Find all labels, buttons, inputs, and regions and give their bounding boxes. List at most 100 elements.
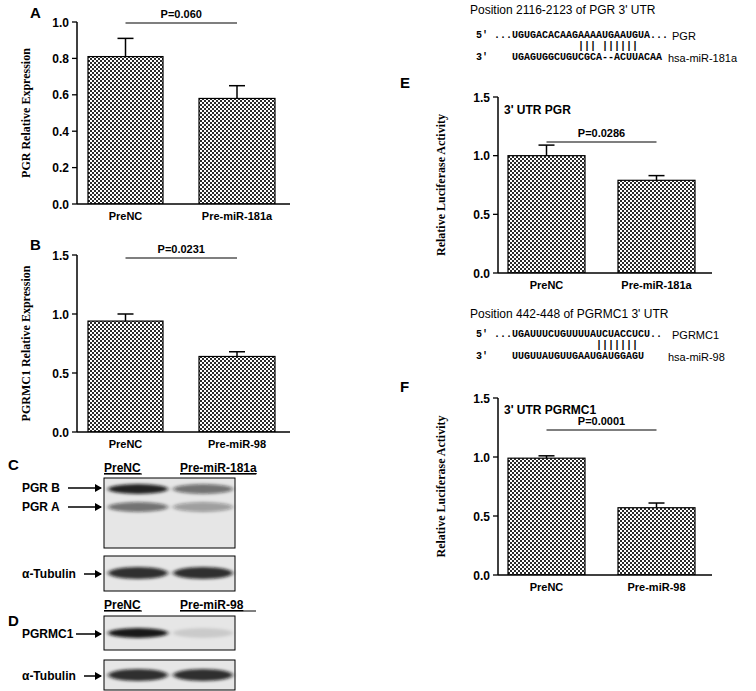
y-tick-label: 1.0 bbox=[473, 149, 490, 163]
arrow-head bbox=[95, 630, 102, 638]
sequence-mirna: 3' UGAGUGGCUGUCGCA--ACUUACAA bbox=[476, 52, 662, 63]
x-axis bbox=[77, 203, 290, 205]
x-axis bbox=[498, 574, 712, 576]
error-bar bbox=[118, 314, 134, 321]
blot-box bbox=[104, 556, 235, 591]
error-stem bbox=[125, 38, 127, 56]
bar bbox=[88, 57, 163, 204]
bars bbox=[88, 38, 275, 204]
error-stem bbox=[236, 86, 238, 99]
band bbox=[173, 484, 233, 494]
loading-label: α-Tubulin bbox=[22, 669, 76, 683]
error-bar bbox=[118, 38, 134, 56]
y-tick-label: 1.5 bbox=[52, 249, 69, 263]
lane-label: Pre-miR-181a bbox=[180, 461, 257, 475]
error-bar bbox=[229, 352, 245, 357]
bar bbox=[508, 458, 585, 575]
band-label: PGR B bbox=[22, 481, 60, 495]
y-tick-label: 0.0 bbox=[473, 569, 490, 583]
error-bar bbox=[539, 456, 555, 458]
bar-chart: B PGRMC1 Relative Expression 0.0 0.5 1.0 1.5 P… bbox=[19, 236, 290, 450]
loading-label: α-Tubulin bbox=[22, 567, 76, 581]
bars bbox=[508, 145, 695, 273]
y-axis-label: Relative Luciferase Activity bbox=[434, 416, 448, 558]
band-label: PGRMC1 bbox=[22, 627, 74, 641]
y-axis bbox=[497, 398, 499, 575]
bar bbox=[199, 98, 275, 204]
error-cap bbox=[649, 502, 665, 504]
sequence-target: 5' ...UGAUUUCUGUUUUAUCUACCUCU.. bbox=[476, 329, 662, 340]
lane-label: PreNC bbox=[104, 461, 141, 475]
significance-line bbox=[126, 22, 238, 23]
arrow-head bbox=[95, 570, 102, 578]
y-axis-label: PGRMC1 Relative Expression bbox=[19, 265, 33, 421]
y-tick-label: 0.5 bbox=[473, 510, 490, 524]
sequence-pairs: ||| |||||| bbox=[476, 41, 638, 52]
mirna-name: hsa-miR-98 bbox=[668, 351, 725, 363]
y-tick-label: 0.0 bbox=[52, 426, 69, 440]
y-tick-label: 1.0 bbox=[473, 451, 490, 465]
error-stem bbox=[546, 145, 548, 156]
p-value: P=0.0231 bbox=[158, 243, 205, 255]
panel-label: B bbox=[30, 236, 41, 253]
y-tick-label: 0.5 bbox=[52, 367, 69, 381]
lane-underline bbox=[104, 611, 142, 612]
lane-label: PreNC bbox=[104, 598, 141, 612]
band bbox=[108, 484, 168, 494]
significance-line bbox=[126, 257, 238, 258]
lane-underline bbox=[180, 611, 256, 612]
lane-underline bbox=[180, 474, 256, 475]
band-label: PGR A bbox=[22, 500, 60, 514]
bar bbox=[508, 156, 585, 273]
panel-label: E bbox=[400, 74, 410, 91]
western-blot: PreNCPre-miR-98PGRMC1α-TubulinD bbox=[8, 598, 256, 690]
loading-band bbox=[173, 567, 233, 579]
x-tick-label: Pre-miR-98 bbox=[627, 581, 685, 593]
error-cap bbox=[649, 175, 665, 177]
x-axis bbox=[77, 431, 290, 433]
y-tick-label: 0.2 bbox=[52, 161, 69, 175]
target-name: PGR bbox=[672, 30, 696, 42]
bar-chart: E 3' UTR PGR Relative Luciferase Activity 0… bbox=[400, 74, 712, 291]
loading-band bbox=[108, 669, 168, 681]
error-cap bbox=[118, 313, 134, 315]
y-tick-label: 0.5 bbox=[473, 208, 490, 222]
bar bbox=[199, 356, 275, 432]
x-axis bbox=[498, 272, 712, 274]
error-cap bbox=[539, 144, 555, 146]
chart-title: 3' UTR PGR bbox=[504, 103, 571, 117]
lane-underline bbox=[104, 474, 142, 475]
bar-chart: F3' UTR PGRMC1Relative Luciferase Activi… bbox=[400, 378, 712, 593]
error-stem bbox=[125, 314, 127, 321]
blot-box bbox=[104, 660, 235, 690]
y-tick-label: 0.0 bbox=[52, 198, 69, 212]
arrow-head bbox=[95, 672, 102, 680]
bar bbox=[618, 180, 695, 273]
error-bar bbox=[229, 86, 245, 99]
sequence-target: 5' ...UGUGACACAAGAAAAUGAAUGUA... bbox=[476, 30, 668, 41]
y-tick-label: 0.8 bbox=[52, 52, 69, 66]
y-tick-label: 0.6 bbox=[52, 88, 69, 102]
arrow-head bbox=[95, 503, 102, 511]
error-bar bbox=[649, 503, 665, 508]
band bbox=[108, 628, 168, 638]
x-tick-label: PreNC bbox=[530, 581, 564, 593]
error-cap bbox=[229, 85, 245, 87]
target-name: PGRMC1 bbox=[672, 329, 719, 341]
y-axis bbox=[76, 22, 78, 204]
arrow-head bbox=[95, 484, 102, 492]
error-bar bbox=[649, 176, 665, 181]
bar bbox=[88, 321, 163, 432]
y-tick-label: 1.0 bbox=[52, 16, 69, 30]
y-axis-label: Relative Luciferase Activity bbox=[434, 114, 448, 256]
y-tick-label: 1.5 bbox=[473, 91, 490, 105]
y-tick-label: 1.0 bbox=[52, 308, 69, 322]
p-value: P=0.060 bbox=[161, 8, 202, 20]
bars bbox=[508, 456, 695, 575]
blot-box bbox=[104, 478, 235, 548]
loading-band bbox=[108, 567, 168, 579]
x-tick-label: PreNC bbox=[109, 438, 143, 450]
error-cap bbox=[229, 351, 245, 353]
band bbox=[173, 502, 233, 512]
bar bbox=[618, 508, 695, 575]
